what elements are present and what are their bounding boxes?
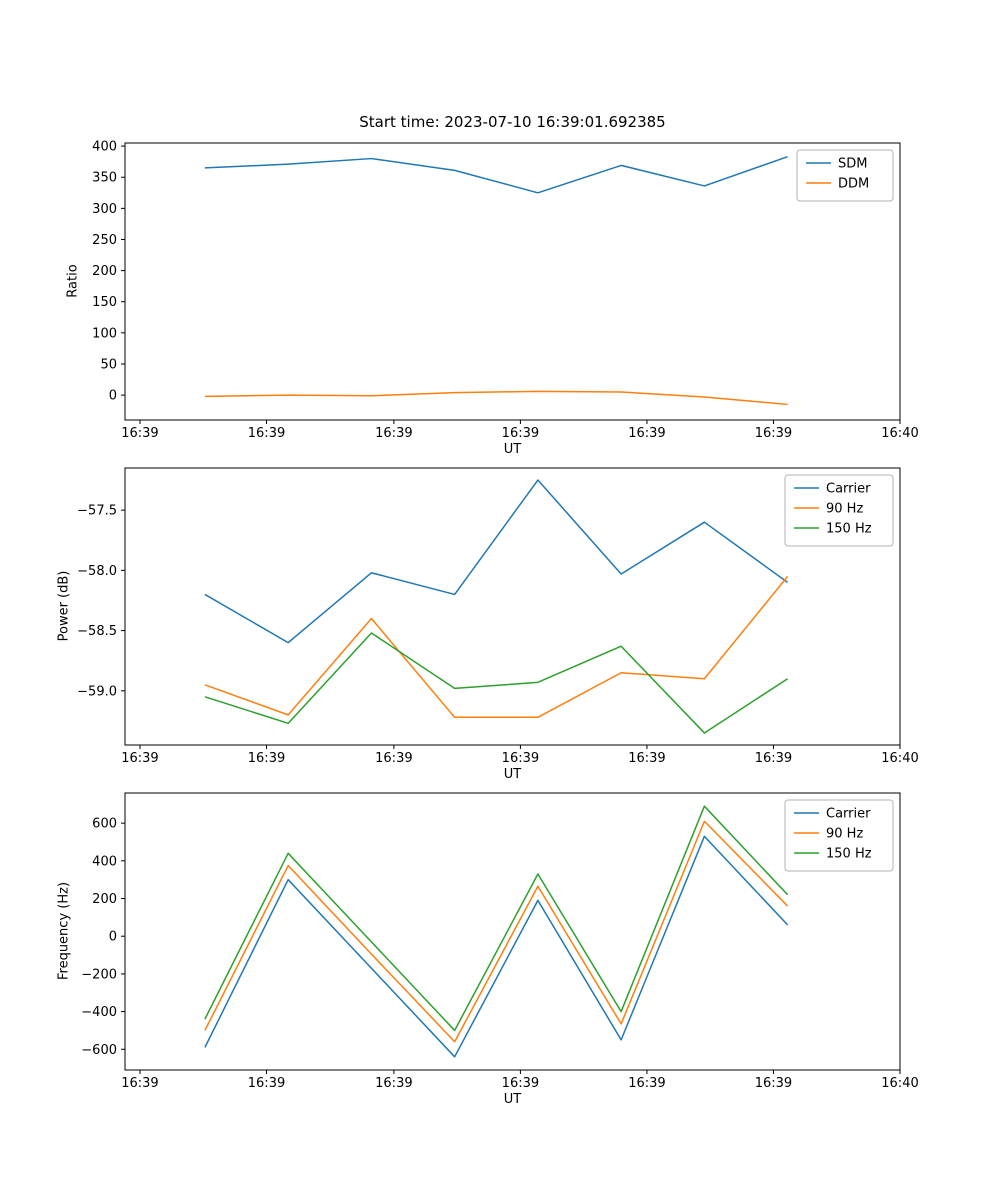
x-tick-label: 16:40 — [881, 426, 918, 441]
series-line-90-hz — [204, 575, 789, 719]
legend: Carrier 90 Hz 150 Hz — [784, 474, 894, 547]
x-tick-label: 16:39 — [755, 751, 792, 766]
x-tick-label: 16:39 — [248, 1076, 285, 1091]
y-tick-label: 0 — [109, 930, 117, 945]
series-line-carrier — [204, 835, 789, 1058]
x-tick-label: 16:39 — [502, 751, 539, 766]
legend-label: 150 Hz — [826, 847, 872, 862]
legend-label: Carrier — [826, 807, 871, 822]
y-tick-label: 400 — [92, 854, 117, 869]
x-tick-label: 16:39 — [375, 1076, 412, 1091]
legend-label: 90 Hz — [826, 827, 863, 842]
y-tick-label: −58.5 — [77, 624, 117, 639]
axes-frame — [124, 467, 901, 746]
x-tick-label: 16:40 — [881, 1076, 918, 1091]
y-tick-label: 150 — [92, 295, 117, 310]
x-tick-label: 16:39 — [248, 751, 285, 766]
legend-label: 150 Hz — [826, 522, 872, 537]
x-axis-label-bottom: UT — [503, 1092, 522, 1107]
legend: Carrier 90 Hz 150 Hz — [784, 799, 894, 872]
x-tick-label: 16:39 — [375, 751, 412, 766]
y-tick-label: 0 — [109, 389, 117, 404]
x-tick-label: 16:39 — [628, 426, 665, 441]
series-line-90-hz — [204, 820, 789, 1043]
series-line-sdm — [204, 155, 788, 194]
chart-title: Start time: 2023-07-10 16:39:01.692385 — [359, 113, 666, 131]
legend-label: DDM — [838, 177, 869, 192]
y-tick-label: 200 — [92, 892, 117, 907]
x-axis-label-top: UT — [503, 442, 522, 457]
x-axis-label-middle: UT — [503, 767, 522, 782]
y-tick-label: 250 — [92, 233, 117, 248]
y-tick-label: −58.0 — [77, 564, 117, 579]
chart-0: 16:39 16:39 16:39 16:39 16:39 16:39 16:40 0 50 10… — [92, 140, 919, 441]
axes-frame — [124, 142, 901, 421]
series-line-ddm — [204, 390, 788, 406]
x-tick-label: 16:39 — [248, 426, 285, 441]
y-tick-label: −400 — [81, 1005, 117, 1020]
series-line-150-hz — [204, 805, 789, 1032]
x-tick-label: 16:40 — [881, 751, 918, 766]
x-tick-label: 16:39 — [755, 1076, 792, 1091]
series-line-carrier — [204, 479, 789, 644]
x-tick-label: 16:39 — [628, 1076, 665, 1091]
legend-label: Carrier — [826, 482, 871, 497]
x-tick-label: 16:39 — [502, 1076, 539, 1091]
x-tick-label: 16:39 — [628, 751, 665, 766]
chart-1: 16:39 16:39 16:39 16:39 16:39 16:39 16:40 −59.0… — [77, 467, 919, 766]
y-tick-label: 350 — [92, 171, 117, 186]
y-tick-label: −600 — [81, 1043, 117, 1058]
x-tick-label: 16:39 — [755, 426, 792, 441]
x-tick-label: 16:39 — [121, 426, 158, 441]
y-tick-label: −59.0 — [77, 684, 117, 699]
y-tick-label: 300 — [92, 202, 117, 217]
y-tick-label: −200 — [81, 967, 117, 982]
legend-label: SDM — [838, 157, 867, 172]
x-tick-label: 16:39 — [502, 426, 539, 441]
y-tick-label: 200 — [92, 264, 117, 279]
x-tick-label: 16:39 — [121, 751, 158, 766]
y-tick-label: 50 — [100, 357, 117, 372]
y-tick-label: 400 — [92, 140, 117, 155]
legend: SDM DDM — [796, 149, 894, 202]
legend-label: 90 Hz — [826, 502, 863, 517]
y-tick-label: 600 — [92, 817, 117, 832]
y-tick-label: 100 — [92, 326, 117, 341]
x-tick-label: 16:39 — [375, 426, 412, 441]
axes-frame — [124, 792, 901, 1071]
y-tick-label: −57.5 — [77, 504, 117, 519]
series-line-150-hz — [204, 632, 789, 734]
chart-2: 16:39 16:39 16:39 16:39 16:39 16:39 16:40 −600 −… — [81, 792, 919, 1091]
x-tick-label: 16:39 — [121, 1076, 158, 1091]
